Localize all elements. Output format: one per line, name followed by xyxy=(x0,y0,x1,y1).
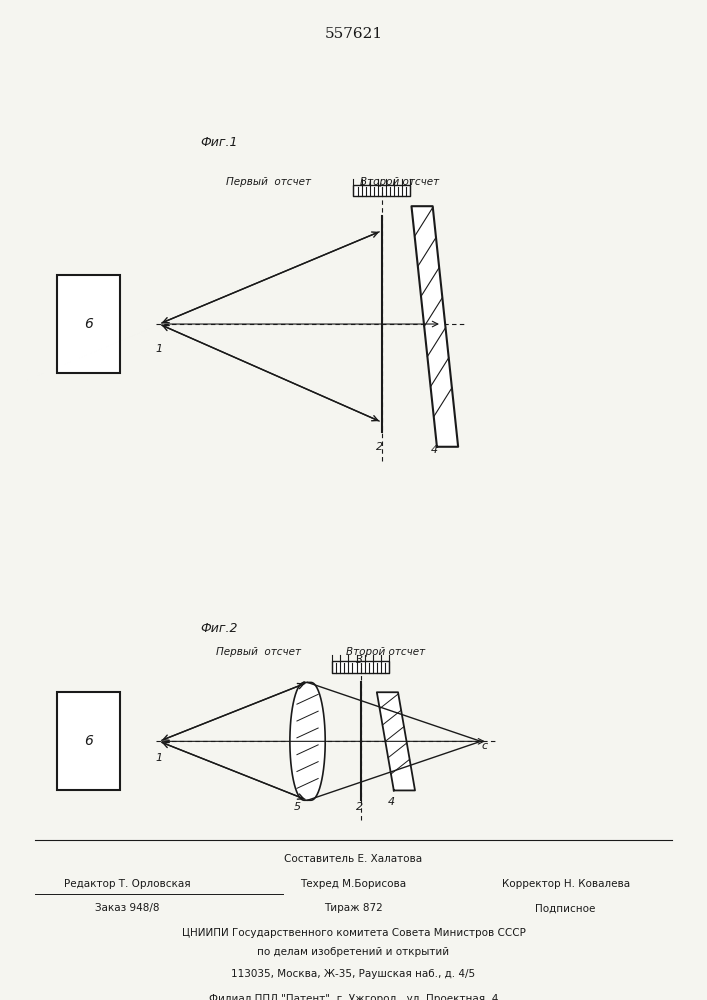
Text: по делам изобретений и открытий: по делам изобретений и открытий xyxy=(257,947,450,957)
Text: Корректор Н. Ковалева: Корректор Н. Ковалева xyxy=(501,879,630,889)
Text: 113035, Москва, Ж-35, Раушская наб., д. 4/5: 113035, Москва, Ж-35, Раушская наб., д. … xyxy=(231,969,476,979)
Text: Техред М.Борисова: Техред М.Борисова xyxy=(300,879,407,889)
Bar xyxy=(57,692,120,790)
Text: Первый  отсчет: Первый отсчет xyxy=(226,177,311,187)
Text: Первый  отсчет: Первый отсчет xyxy=(216,647,300,657)
Text: c: c xyxy=(481,741,487,751)
Text: 4: 4 xyxy=(387,797,395,807)
Bar xyxy=(57,275,120,373)
Text: 557621: 557621 xyxy=(325,27,382,41)
Text: Фиг.1: Фиг.1 xyxy=(200,136,238,149)
Bar xyxy=(332,661,389,673)
Text: Второй отсчет: Второй отсчет xyxy=(346,647,425,657)
Polygon shape xyxy=(290,682,325,800)
Text: ЦНИИПИ Государственного комитета Совета Министров СССР: ЦНИИПИ Государственного комитета Совета … xyxy=(182,928,525,938)
Text: 1: 1 xyxy=(156,753,163,763)
Text: 3: 3 xyxy=(356,655,363,665)
Text: Фиг.2: Фиг.2 xyxy=(200,622,238,635)
Polygon shape xyxy=(411,206,458,447)
Bar xyxy=(354,185,410,196)
Text: Подписное: Подписное xyxy=(535,903,596,913)
Text: Заказ 948/8: Заказ 948/8 xyxy=(95,903,160,913)
Text: 2: 2 xyxy=(356,802,363,812)
Text: 6: 6 xyxy=(84,734,93,748)
Text: Филиал ППЛ "Патент", г. Ужгород., ул. Проектная, 4: Филиал ППЛ "Патент", г. Ужгород., ул. Пр… xyxy=(209,994,498,1000)
Text: Составитель Е. Халатова: Составитель Е. Халатова xyxy=(284,854,423,864)
Text: Второй отсчет: Второй отсчет xyxy=(360,177,439,187)
Text: 4: 4 xyxy=(431,445,438,455)
Text: Редактор Т. Орловская: Редактор Т. Орловская xyxy=(64,879,191,889)
Text: 1: 1 xyxy=(156,344,163,354)
Text: Тираж 872: Тираж 872 xyxy=(324,903,383,913)
Text: 2: 2 xyxy=(376,442,383,452)
Text: 5: 5 xyxy=(293,802,300,812)
Polygon shape xyxy=(377,692,415,790)
Text: 6: 6 xyxy=(84,317,93,331)
